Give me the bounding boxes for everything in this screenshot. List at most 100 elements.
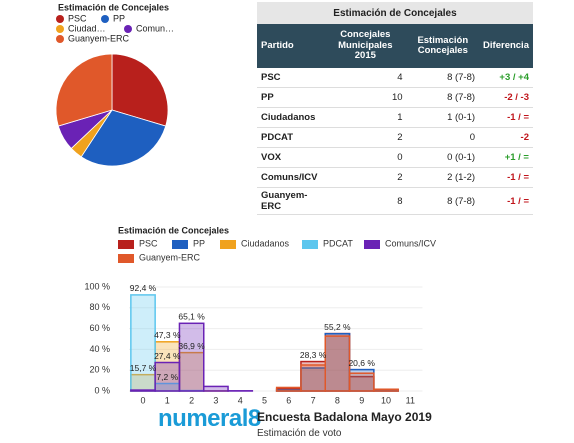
legend-label: Ciudad… <box>68 23 106 33</box>
table-row: Comuns/ICV 2 2 (1-2) -1 / = <box>257 167 533 188</box>
bar <box>154 341 181 392</box>
bar <box>275 386 302 392</box>
legend-marker <box>172 240 188 249</box>
legend-label: Comun… <box>136 23 174 33</box>
data-label: 20,6 % <box>348 358 375 368</box>
legend-marker <box>364 240 380 249</box>
chart-title: Estimación de Concejales <box>118 225 229 235</box>
table-cell: 8 (7-8) <box>406 187 480 215</box>
table-cell: Comuns/ICV <box>257 167 325 188</box>
column-header: Diferencia <box>479 24 533 68</box>
data-label: 92,4 % <box>130 283 157 293</box>
x-tick-label: 5 <box>262 395 267 405</box>
legend-marker <box>101 15 109 23</box>
x-tick-label: 9 <box>359 395 364 405</box>
bar <box>130 294 156 392</box>
bar <box>348 375 375 392</box>
chart-title: Estimación de Concejales <box>58 2 169 12</box>
y-tick-label: 80 % <box>89 302 110 312</box>
bar <box>130 389 156 392</box>
legend-marker <box>56 35 64 43</box>
table-cell: 8 (7-8) <box>406 68 480 88</box>
bar <box>300 364 327 392</box>
bar <box>275 387 302 392</box>
bar <box>348 368 375 392</box>
table-title: Estimación de Concejales <box>257 2 533 24</box>
table-cell: 1 <box>324 107 407 128</box>
bar <box>373 389 399 392</box>
bar <box>178 322 205 392</box>
data-label: 28,3 % <box>300 350 327 360</box>
table-cell: 1 (0-1) <box>406 107 480 128</box>
x-tick-label: 4 <box>238 395 243 405</box>
legend-label: PSC <box>68 13 87 23</box>
legend-label: PP <box>193 238 205 248</box>
legend-marker <box>56 15 64 23</box>
bar <box>324 332 351 392</box>
x-tick-label: 3 <box>213 395 218 405</box>
bar <box>348 372 375 392</box>
pie-slice <box>111 53 169 127</box>
column-header: Estimación Concejales <box>406 24 480 68</box>
y-tick-label: 20 % <box>89 365 110 375</box>
column-header: Partido <box>257 24 325 68</box>
table-cell: 4 <box>324 68 407 88</box>
x-tick-label: 6 <box>286 395 291 405</box>
data-label: 55,2 % <box>324 322 351 332</box>
table: Estimación de Concejales Partido Concejal… <box>257 2 533 215</box>
table-cell: -1 / = <box>479 187 533 215</box>
legend-label: PSC <box>139 238 158 248</box>
table-cell: 8 <box>324 187 407 215</box>
table-cell: PP <box>257 87 325 108</box>
pie-slice <box>55 53 113 127</box>
legend-marker <box>118 240 134 249</box>
data-label: 65,1 % <box>178 312 205 322</box>
table-row: PP 10 8 (7-8) -2 / -3 <box>257 87 533 108</box>
logo: numeral8 <box>158 405 261 432</box>
legend-label: Guanyem-ERC <box>68 33 130 43</box>
footer-subtitle: Estimación de voto <box>257 428 342 439</box>
table-cell: 10 <box>324 87 407 108</box>
data-label: 15,7 % <box>130 363 157 373</box>
bar <box>275 389 302 392</box>
legend-marker <box>118 254 134 263</box>
legend-label: PDCAT <box>323 238 353 248</box>
legend-label: Ciudadanos <box>241 238 290 248</box>
x-tick-label: 10 <box>381 395 391 405</box>
header-row: Partido Concejales Municipales 2015 Estima… <box>257 24 533 68</box>
table-row: PSC 4 8 (7-8) +3 / +4 <box>257 68 533 88</box>
x-tick-label: 11 <box>406 395 415 405</box>
table-cell: 8 (7-8) <box>406 87 480 108</box>
table-cell: 2 (1-2) <box>406 167 480 188</box>
bar <box>324 332 351 392</box>
table-cell: -1 / = <box>479 107 533 128</box>
table-cell: +1 / = <box>479 147 533 168</box>
column-header: Concejales Municipales 2015 <box>324 24 407 68</box>
legend-marker <box>124 25 132 33</box>
table-cell: 0 <box>406 127 480 148</box>
x-tick-label: 2 <box>189 395 194 405</box>
legend-label: PP <box>113 13 125 23</box>
bar <box>130 373 156 392</box>
table-row: VOX 0 0 (0-1) +1 / = <box>257 147 533 168</box>
table-cell: Ciudadanos <box>257 107 325 128</box>
table-cell: -2 / -3 <box>479 87 533 108</box>
table-cell: -1 / = <box>479 167 533 188</box>
table-cell: +3 / +4 <box>479 68 533 88</box>
table-cell: VOX <box>257 147 325 168</box>
table-cell: -2 <box>479 127 533 148</box>
table-cell: 2 <box>324 127 407 148</box>
table-row: Guanyem-ERC 8 8 (7-8) -1 / = <box>257 187 533 215</box>
table-row: Ciudadanos 1 1 (0-1) -1 / = <box>257 107 533 128</box>
data-label: 7,2 % <box>156 372 178 382</box>
y-tick-label: 40 % <box>89 344 110 354</box>
data-label: 47,3 % <box>154 330 181 340</box>
table-row: PDCAT 2 0 -2 <box>257 127 533 148</box>
y-tick-label: 100 % <box>84 281 110 291</box>
table-cell: 0 (0-1) <box>406 147 480 168</box>
data-label: 36,9 % <box>178 341 205 351</box>
bar <box>324 335 351 392</box>
table-body: PSC 4 8 (7-8) +3 / +4 PP 10 8 (7-8) -2 / -3 Ciud… <box>257 68 533 215</box>
x-tick-label: 8 <box>335 395 340 405</box>
